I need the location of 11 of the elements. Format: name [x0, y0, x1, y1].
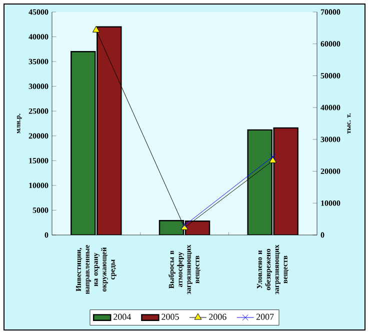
- legend-label: 2006: [209, 314, 226, 320]
- point: [92, 26, 100, 32]
- legend-label: 2005: [162, 314, 179, 320]
- point: [269, 156, 277, 164]
- legend-label: 2007: [256, 314, 274, 320]
- bar: [96, 26, 122, 235]
- bar: [247, 129, 272, 235]
- point: [270, 154, 276, 160]
- bar: [273, 127, 298, 235]
- bar: [70, 51, 96, 235]
- legend-label: 2004: [114, 314, 131, 320]
